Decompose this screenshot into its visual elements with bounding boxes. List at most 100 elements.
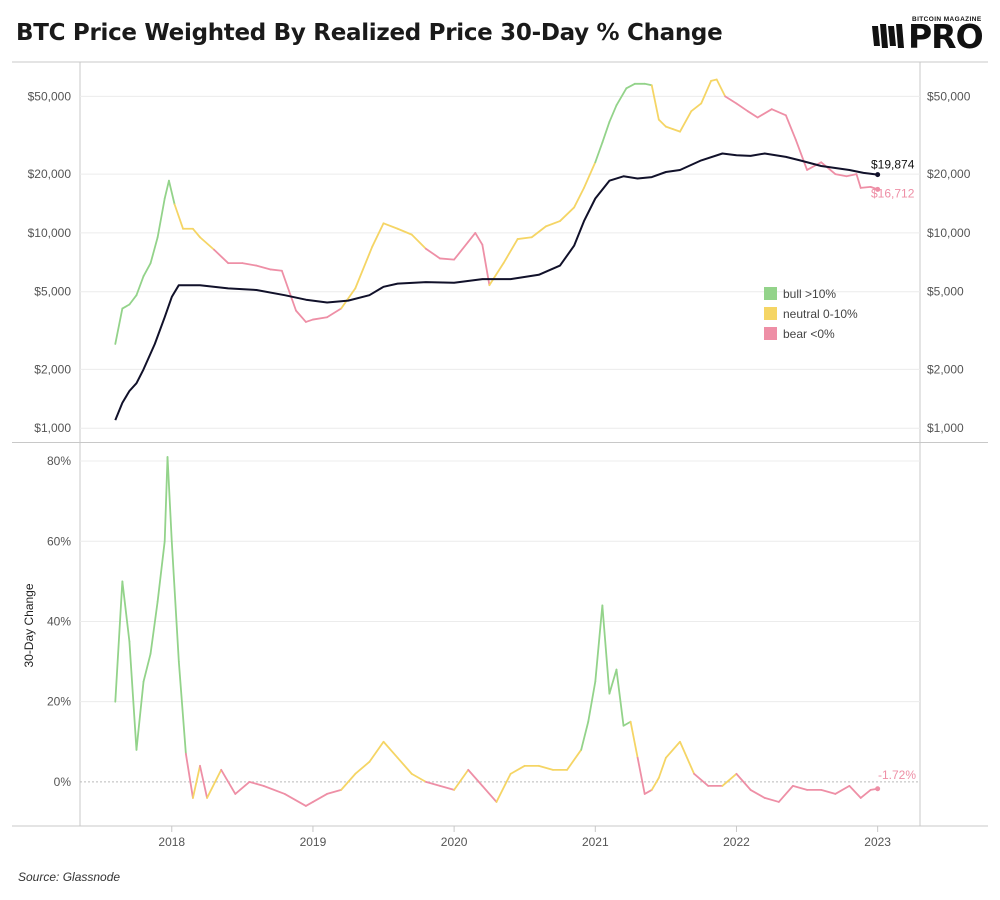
price-line-segment (371, 222, 385, 248)
change-line-segment (166, 456, 173, 543)
price-line-segment (467, 232, 477, 243)
bitcoin-magazine-pro-logo: BITCOIN MAGAZINE PRO (870, 14, 988, 54)
change-line-segment (283, 793, 307, 807)
change-line-segment (777, 784, 794, 803)
price-line-segment (855, 173, 862, 189)
y-tick-label-right: $20,000 (927, 167, 971, 181)
change-line-segment (693, 772, 710, 787)
y-tick-label-left: $10,000 (28, 226, 72, 240)
price-line-segment (784, 114, 797, 141)
change-line-segment (594, 604, 604, 683)
price-line-segment (544, 220, 561, 228)
y-tick-label-right: $1,000 (927, 421, 964, 435)
x-tick-label: 2019 (300, 835, 327, 849)
price-line-segment (559, 206, 576, 222)
x-tick-label: 2018 (158, 835, 185, 849)
price-line-segment (643, 82, 653, 87)
change-line-segment (664, 740, 681, 759)
page-title: BTC Price Weighted By Realized Price 30-… (16, 20, 723, 46)
price-line-segment (756, 108, 773, 119)
change-line-segment (509, 764, 526, 775)
price-line-segment (128, 294, 138, 306)
change-line-segment (340, 772, 357, 791)
price-line-segment (594, 141, 604, 164)
price-line-segment (439, 257, 456, 261)
price-line-segment (601, 121, 611, 144)
price-line-segment (382, 222, 399, 230)
change-line-segment (312, 793, 328, 803)
y-tick-label-right: $5,000 (927, 285, 964, 299)
price-line-segment (794, 138, 808, 171)
price-line-segment (453, 240, 470, 261)
source-note: Source: Glassnode (18, 870, 121, 884)
price-line-segment (834, 173, 848, 178)
change-line-segment (135, 680, 145, 751)
change-line-segment (184, 752, 194, 799)
change-line-segment (170, 540, 180, 663)
change-line-segment (156, 540, 166, 603)
y-tick-label-right: $2,000 (927, 362, 964, 376)
change-line-segment (537, 764, 554, 771)
logo-main-text: PRO (908, 17, 984, 56)
y-tick-label-bottom: 0% (54, 775, 72, 789)
price-line-segment (664, 125, 674, 131)
change-line-segment (481, 784, 498, 803)
legend-label-bear: bear <0% (783, 327, 835, 341)
change-line-segment (453, 768, 470, 791)
change-line-segment (650, 776, 660, 791)
change-line-segment (192, 764, 201, 799)
price-line-segment (424, 247, 441, 260)
price-line-segment (135, 275, 145, 297)
y-tick-label-bottom: 80% (47, 454, 71, 468)
price-line-segment (679, 110, 693, 133)
price-line-segment (690, 102, 703, 113)
y-tick-label-bottom: 60% (47, 534, 71, 548)
change-line-segment (206, 768, 223, 799)
price-line-segment (488, 262, 505, 287)
price-line-segment (255, 264, 272, 271)
change-line-segment (763, 797, 780, 803)
price-line-segment (142, 262, 152, 278)
change-line-segment (304, 801, 314, 807)
change-line-segment (601, 604, 611, 695)
price-line-segment (672, 128, 681, 133)
price-line-segment (295, 309, 307, 323)
price-line-segment (121, 303, 131, 310)
price-line-segment (530, 225, 547, 239)
change-end-dot (875, 786, 881, 792)
change-line (114, 456, 879, 807)
change-line-segment (114, 580, 124, 703)
price-line-segment (114, 307, 124, 345)
price-line-segment (657, 118, 667, 128)
change-line-segment (439, 784, 456, 791)
price-line-segment (304, 318, 314, 323)
legend-swatch-bull (764, 287, 777, 300)
price-end-dot (875, 186, 881, 192)
legend-label-bull: bull >10% (783, 287, 836, 301)
price-line-segment (516, 236, 533, 240)
price-line-segment (859, 186, 872, 189)
price-line-segment (474, 232, 484, 246)
y-tick-label-left: $50,000 (28, 89, 72, 103)
y-axis-title: 30-Day Change (22, 583, 36, 667)
price-line-segment (770, 108, 787, 117)
price-line-segment (724, 95, 738, 105)
realized-end-dot (875, 172, 881, 178)
legend-label-neutral: neutral 0-10% (783, 307, 858, 321)
price-line-segment (735, 102, 749, 113)
change-line-segment (128, 640, 138, 751)
price-line-segment (213, 248, 230, 265)
price-line-segment (845, 173, 858, 178)
price-line-segment (615, 87, 628, 107)
change-line-segment (121, 580, 131, 643)
change-line-segment (396, 756, 413, 775)
price-line-segment (156, 197, 166, 239)
change-line-segment (424, 780, 441, 787)
change-line-segment (326, 789, 343, 795)
change-line-segment (859, 789, 872, 799)
change-line-segment (622, 720, 632, 727)
price-line-segment (573, 186, 585, 209)
price-line-segment (650, 84, 660, 121)
change-line-segment (495, 772, 512, 803)
